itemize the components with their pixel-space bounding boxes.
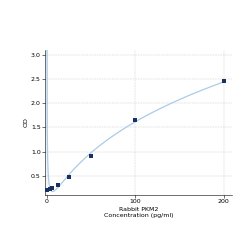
Point — [48, 187, 52, 191]
Point — [89, 154, 93, 158]
Point — [133, 118, 137, 122]
Y-axis label: OD: OD — [23, 118, 28, 128]
X-axis label: Rabbit PKM2
Concentration (pg/ml): Rabbit PKM2 Concentration (pg/ml) — [104, 207, 174, 218]
Point — [67, 175, 71, 179]
Point — [222, 80, 226, 84]
Point — [56, 183, 60, 187]
Point — [45, 188, 49, 192]
Point — [50, 186, 54, 190]
